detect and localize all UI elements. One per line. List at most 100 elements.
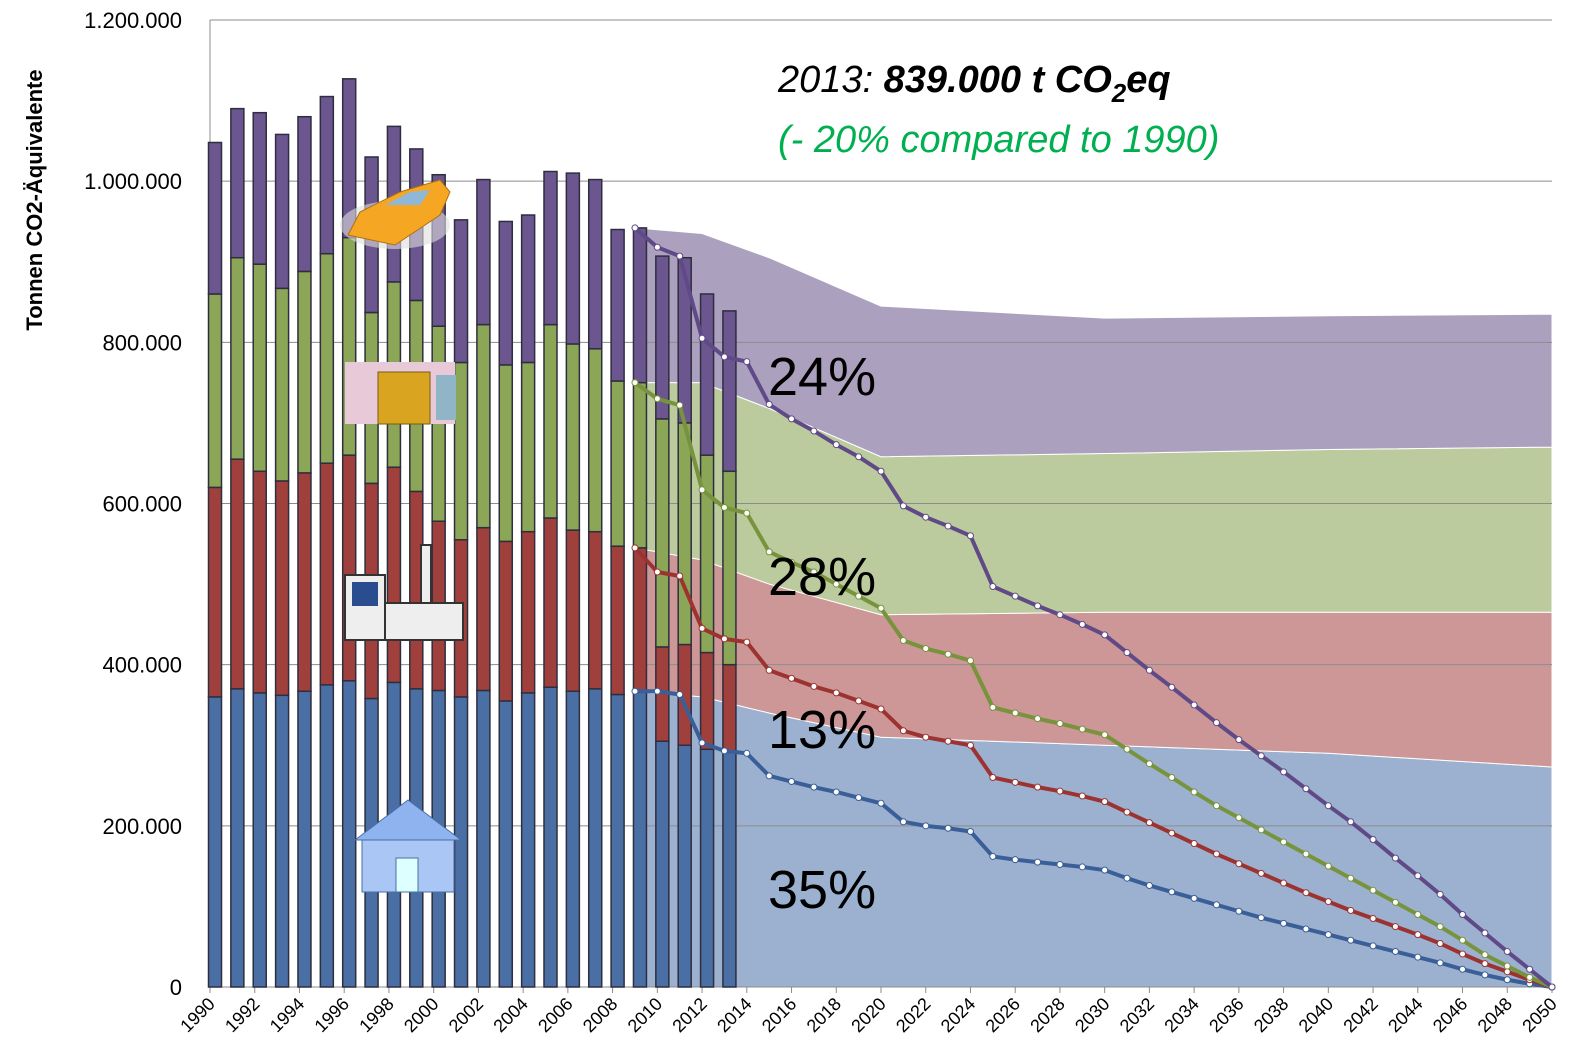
bar: [587, 688, 603, 988]
line-point: [855, 794, 863, 802]
line-point: [765, 400, 773, 408]
line-point: [743, 638, 751, 646]
x-tick-label: 2026: [982, 994, 1024, 1036]
line-point: [1324, 898, 1332, 906]
line-point: [1481, 960, 1489, 968]
line-point: [1391, 948, 1399, 956]
shop-bag: [377, 371, 431, 425]
bar: [565, 343, 581, 531]
line-point: [1235, 907, 1243, 915]
bar: [565, 690, 581, 988]
line-point: [832, 689, 840, 697]
line-point: [1481, 971, 1489, 979]
line-point: [1168, 888, 1176, 896]
x-tick-label: 2012: [668, 994, 710, 1036]
line-point: [1168, 773, 1176, 781]
line-point: [1034, 602, 1042, 610]
x-tick-label: 2002: [445, 994, 487, 1036]
bar: [722, 663, 737, 752]
line-point: [1190, 701, 1198, 709]
x-tick-label: 1992: [221, 994, 263, 1036]
bar: [610, 545, 625, 696]
line-point: [676, 252, 684, 260]
house-icon: [353, 799, 463, 893]
line-point: [922, 513, 930, 521]
x-tick-label: 2046: [1429, 994, 1471, 1036]
line-point: [922, 733, 930, 741]
reduction-line: [633, 546, 1553, 989]
line-point: [1123, 874, 1131, 882]
bar: [453, 361, 469, 541]
line-point: [1280, 919, 1288, 927]
bar: [587, 530, 603, 690]
bar: [632, 227, 648, 384]
line-point: [788, 778, 796, 786]
bar: [386, 466, 402, 684]
line-point: [1369, 915, 1377, 923]
factory-chimney: [420, 544, 432, 604]
line-point: [631, 379, 639, 387]
line-point: [1481, 929, 1489, 937]
line-point: [1078, 725, 1086, 733]
line-point: [676, 690, 684, 698]
y-tick-label: 1.200.000: [84, 8, 182, 33]
line-point: [1347, 874, 1355, 882]
x-tick-label: 2010: [624, 994, 666, 1036]
house-door: [395, 857, 419, 893]
line-point: [676, 572, 684, 580]
bar: [699, 748, 715, 988]
line-point: [1123, 808, 1131, 816]
line-point: [698, 624, 706, 632]
line-point: [1302, 925, 1310, 933]
line-point: [877, 467, 885, 475]
line-point: [877, 705, 885, 713]
subheadline: (- 20% compared to 1990): [778, 119, 1219, 161]
bar: [341, 454, 357, 682]
bar: [207, 293, 223, 489]
x-tick-label: 2042: [1339, 994, 1381, 1036]
line-point: [1257, 752, 1265, 760]
line-point: [1503, 968, 1511, 976]
bar: [498, 700, 514, 988]
y-tick-label: 400.000: [102, 653, 182, 678]
line-point: [1168, 829, 1176, 837]
line-point: [1391, 854, 1399, 862]
line-point: [810, 682, 818, 690]
line-point: [1145, 819, 1153, 827]
line-point: [1391, 923, 1399, 931]
bar: [543, 170, 558, 326]
bar: [319, 462, 335, 686]
line-point: [653, 687, 661, 695]
bar: [655, 418, 670, 648]
x-tick-label: 2018: [803, 994, 845, 1036]
line-point: [966, 657, 974, 665]
line-point: [1056, 861, 1064, 869]
bar: [632, 547, 648, 693]
line-point: [944, 737, 952, 745]
bar: [655, 740, 670, 988]
line-point: [1168, 683, 1176, 691]
bar: [498, 540, 514, 702]
line-point: [653, 395, 661, 403]
bar: [520, 214, 536, 364]
bar: [498, 220, 514, 366]
bar: [699, 651, 715, 751]
line-point: [788, 415, 796, 423]
line-point: [1190, 788, 1198, 796]
line-point: [899, 502, 907, 510]
line-point: [944, 522, 952, 530]
headline-unit: eq: [1126, 59, 1170, 101]
bar: [319, 684, 335, 988]
bar: [632, 381, 648, 549]
bar: [722, 310, 737, 473]
bar: [543, 323, 558, 519]
x-tick-label: 2024: [937, 994, 979, 1036]
bar: [297, 270, 312, 474]
x-tick-label: 2020: [847, 994, 889, 1036]
bar: [230, 688, 245, 988]
line-point: [832, 788, 840, 796]
line-point: [1235, 860, 1243, 868]
bar: [453, 219, 469, 364]
bar: [230, 107, 245, 259]
